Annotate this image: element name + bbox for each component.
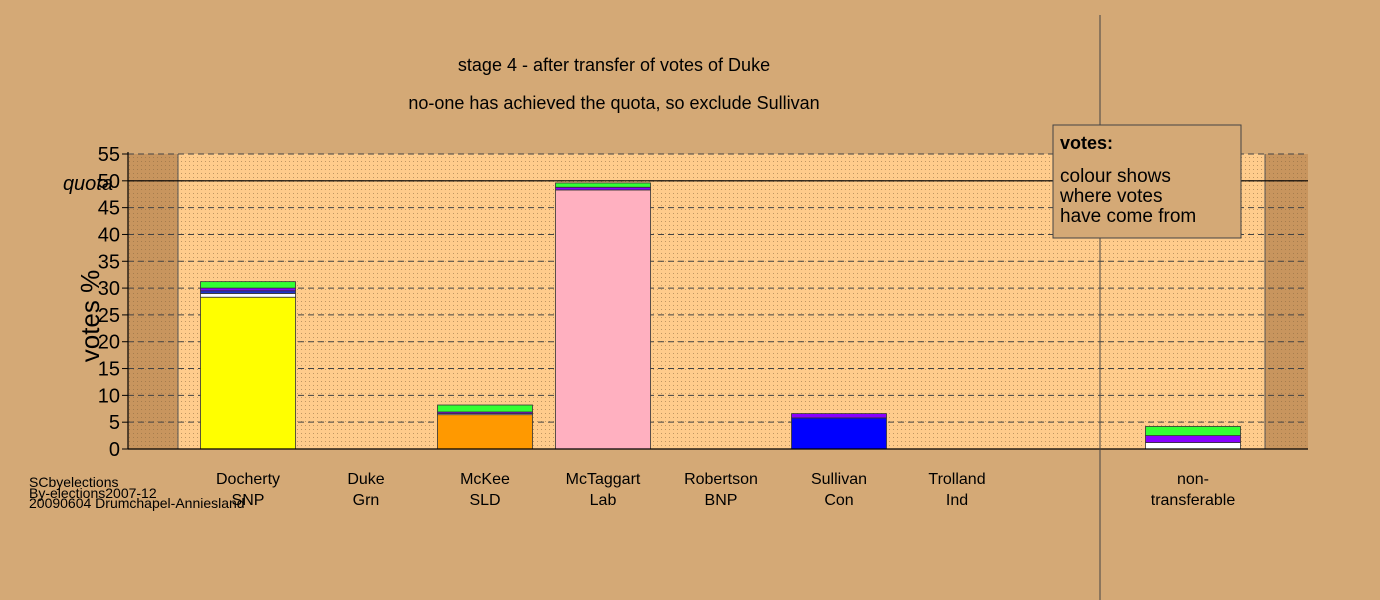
bar-segment [555, 186, 651, 191]
footer-line-2: By-elections2007-12 [29, 485, 157, 501]
legend: votes: colour shows where votes have com… [1052, 124, 1242, 239]
y-tick-label: 50 [98, 171, 120, 193]
category-label-party: SLD [469, 492, 500, 509]
category-label-name: non- [1177, 471, 1209, 488]
category-label-name: Trolland [928, 471, 985, 488]
bar-segment [200, 287, 296, 292]
bar-segment [791, 417, 887, 450]
bar-segment [437, 404, 533, 413]
category-label-party: Grn [353, 492, 380, 509]
category-label-name: Sullivan [811, 471, 867, 488]
category-label-name: Robertson [684, 471, 758, 488]
bar-segment [1145, 435, 1241, 443]
category-label-party: transferable [1151, 492, 1236, 509]
footer-line-1: SCbyelections [29, 474, 119, 490]
bar-segment [555, 182, 651, 188]
category-label-party: Ind [946, 492, 968, 509]
quota-label: quota [63, 173, 113, 195]
legend-line-1: colour shows [1060, 166, 1171, 187]
y-tick-label: 45 [98, 198, 120, 220]
bar-segment [200, 290, 296, 294]
bar-segment [200, 296, 296, 450]
y-tick-label: 20 [98, 332, 120, 354]
category-label-party: Con [824, 492, 853, 509]
bar-segment [200, 281, 296, 289]
category-label-name: Docherty [216, 471, 280, 488]
chart-subtitle: no-one has achieved the quota, so exclud… [408, 93, 819, 113]
bar-segment [555, 189, 651, 450]
y-tick-label: 10 [98, 385, 120, 407]
y-tick-label: 5 [109, 412, 120, 434]
y-tick-label: 55 [98, 144, 120, 166]
category-label-party: Lab [590, 492, 617, 509]
category-label-name: Duke [347, 471, 384, 488]
bar-segment [791, 413, 887, 419]
bar-segment [437, 414, 533, 450]
category-label-party: BNP [705, 492, 738, 509]
y-tick-label: 30 [98, 278, 120, 300]
bar-segment [1145, 442, 1241, 450]
y-tick-label: 25 [98, 305, 120, 327]
legend-box [1052, 124, 1242, 239]
bar-segment [200, 293, 296, 298]
y-tick-label: 40 [98, 224, 120, 246]
y-tick-label: 0 [109, 439, 120, 461]
footer-line-3: 20090604 Drumchapel-Anniesland [29, 495, 245, 511]
y-tick-label: 35 [98, 251, 120, 273]
category-label-party: SNP [232, 492, 265, 509]
y-axis-label: votes % [75, 270, 105, 363]
legend-title: votes: [1060, 133, 1113, 153]
category-label-name: McTaggart [566, 471, 641, 488]
chart-title: stage 4 - after transfer of votes of Duk… [458, 55, 770, 75]
legend-line-3: have come from [1060, 206, 1196, 227]
legend-line-2: where votes [1059, 186, 1162, 207]
category-label-name: McKee [460, 471, 510, 488]
footer: SCbyelections By-elections2007-12 200906… [29, 474, 245, 511]
y-tick-label: 15 [98, 359, 120, 381]
bar-segment [1145, 426, 1241, 436]
